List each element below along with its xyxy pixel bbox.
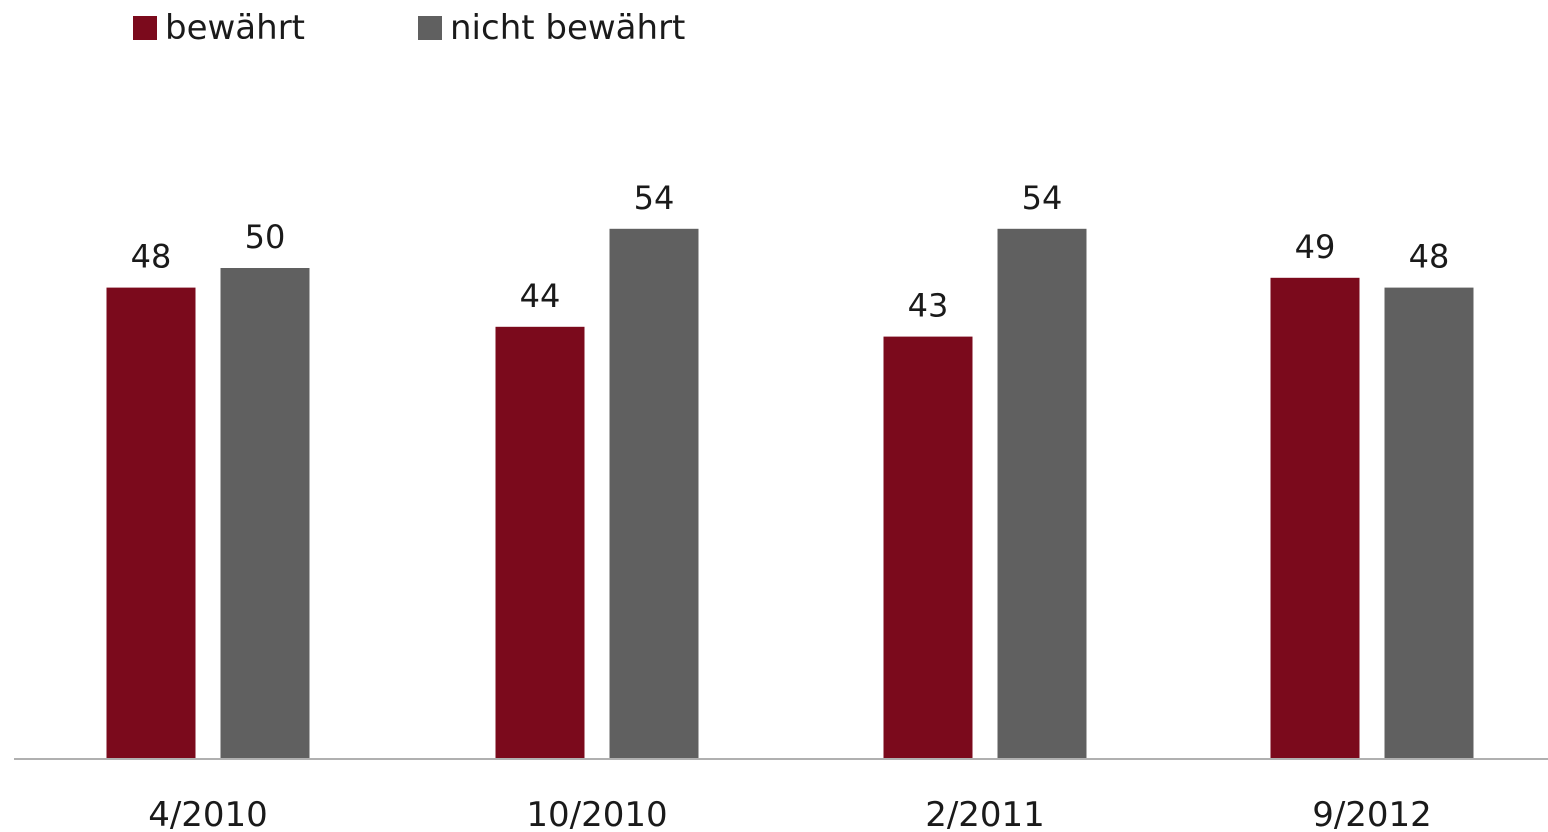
data-label-bewaehrt-0: 48 — [131, 238, 172, 276]
x-tick-label-2: 2/2011 — [925, 795, 1045, 832]
bar-bewaehrt-1 — [495, 326, 585, 758]
bar-nicht-bewaehrt-1 — [609, 228, 699, 759]
x-tick-label-3: 9/2012 — [1312, 795, 1432, 832]
bar-bewaehrt-2 — [883, 336, 973, 758]
data-label-nicht-bewaehrt-2: 54 — [1022, 179, 1063, 217]
data-label-bewaehrt-2: 43 — [908, 287, 949, 325]
legend-label-nicht-bewaehrt: nicht bewährt — [450, 8, 686, 48]
data-label-bewaehrt-3: 49 — [1295, 228, 1336, 266]
bar-bewaehrt-0 — [106, 287, 196, 758]
data-label-bewaehrt-1: 44 — [520, 277, 561, 315]
x-tick-label-1: 10/2010 — [526, 795, 667, 832]
bar-nicht-bewaehrt-3 — [1384, 287, 1474, 758]
data-label-nicht-bewaehrt-3: 48 — [1409, 238, 1450, 276]
legend: bewährt nicht bewährt — [133, 8, 685, 48]
bar-nicht-bewaehrt-2 — [997, 228, 1087, 759]
bar-bewaehrt-3 — [1270, 277, 1360, 758]
data-label-nicht-bewaehrt-0: 50 — [245, 218, 286, 256]
legend-swatch-bewaehrt — [133, 16, 157, 40]
legend-label-bewaehrt: bewährt — [165, 8, 306, 48]
legend-item-bewaehrt: bewährt — [133, 8, 418, 48]
legend-swatch-nicht-bewaehrt — [418, 16, 442, 40]
x-tick-label-0: 4/2010 — [148, 795, 268, 832]
data-label-nicht-bewaehrt-1: 54 — [634, 179, 675, 217]
bar-nicht-bewaehrt-0 — [220, 268, 310, 758]
legend-item-nicht-bewaehrt: nicht bewährt — [418, 8, 685, 48]
